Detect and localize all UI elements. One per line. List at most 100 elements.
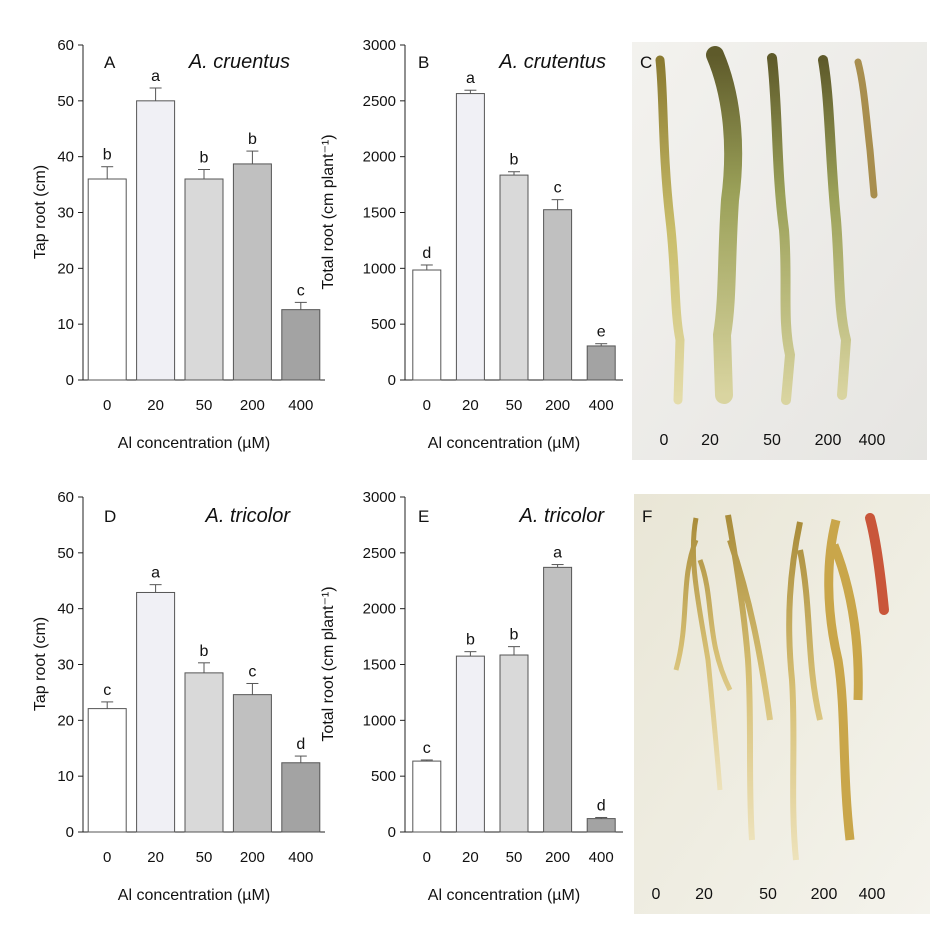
pe-y-axis-label: Total root (cm plant⁻¹) — [320, 586, 337, 741]
pb-x-axis-label: Al concentration (µM) — [428, 435, 580, 452]
pe-species-label: A. tricolor — [519, 505, 606, 527]
photo-c-label-50: 50 — [763, 432, 781, 449]
pe-bar-200 — [543, 566, 573, 833]
pb-bar-400 — [586, 345, 616, 381]
photo-c-labels: 0 20 50 200 400 — [660, 432, 886, 449]
pd-x-tick-label: 50 — [196, 849, 213, 866]
pe-bar-400 — [586, 818, 616, 833]
pb-significance-label: d — [422, 245, 431, 262]
pb-significance-label: e — [597, 324, 606, 341]
pd-y-tick-label: 0 — [66, 824, 74, 841]
pa-significance-label: b — [103, 147, 112, 164]
pa-x-tick-label: 200 — [240, 397, 265, 414]
photo-f-root-50 — [786, 521, 823, 861]
pe-y-tick-label: 1500 — [363, 657, 396, 674]
pa-x-tick-label: 50 — [196, 397, 213, 414]
pd-y-axis-label: Tap root (cm) — [32, 617, 49, 711]
pd-y-tick-label: 20 — [57, 712, 74, 729]
pb-bar-20 — [455, 93, 485, 381]
pe-x-tick-label: 0 — [423, 849, 431, 866]
pe-y-tick-label: 500 — [371, 768, 396, 785]
photo-f-label-50: 50 — [759, 886, 777, 903]
pb-y-tick-label: 1000 — [363, 260, 396, 277]
photo-c-label-400: 400 — [859, 432, 886, 449]
pa-y-tick-label: 50 — [57, 93, 74, 110]
pb-bar-0 — [412, 269, 442, 381]
photo-c-label-0: 0 — [660, 432, 669, 449]
pd-significance-label: a — [151, 565, 160, 582]
pa-bar-20 — [136, 100, 176, 381]
pd-significance-label: c — [248, 663, 256, 680]
pa-y-tick-label: 60 — [57, 37, 74, 54]
pa-x-axis-label: Al concentration (µM) — [118, 435, 270, 452]
pe-significance-label: d — [597, 797, 606, 814]
pe-x-tick-label: 20 — [462, 849, 479, 866]
pe-significance-label: b — [466, 632, 475, 649]
pb-significance-label: c — [554, 180, 562, 197]
pd-bar-50 — [184, 672, 224, 833]
pa-y-tick-label: 30 — [57, 205, 74, 222]
pb-y-tick-label: 3000 — [363, 37, 396, 54]
photo-f-label-200: 200 — [811, 886, 838, 903]
pd-y-tick-label: 60 — [57, 489, 74, 506]
pe-y-tick-label: 1000 — [363, 712, 396, 729]
pa-bar-400 — [281, 309, 321, 381]
pd-x-tick-label: 400 — [288, 849, 313, 866]
photo-c-root-0 — [655, 55, 685, 405]
pa-significance-label: a — [151, 68, 160, 85]
pb-y-tick-label: 1500 — [363, 205, 396, 222]
pb-panel-label: B — [418, 53, 429, 72]
pa-significance-label: b — [248, 131, 257, 148]
photo-panel-c: C 0 20 50 200 400 — [632, 42, 927, 460]
pa-y-tick-label: 10 — [57, 316, 74, 333]
pe-y-tick-label: 0 — [388, 824, 396, 841]
pd-x-tick-label: 0 — [103, 849, 111, 866]
pa-y-axis-label: Tap root (cm) — [32, 165, 49, 259]
pe-significance-label: c — [423, 740, 431, 757]
pe-y-tick-label: 2000 — [363, 601, 396, 618]
pe-x-tick-label: 50 — [506, 849, 523, 866]
pb-x-tick-label: 50 — [506, 397, 523, 414]
pa-bar-200 — [232, 163, 272, 381]
pd-significance-label: d — [296, 736, 305, 753]
pd-significance-label: c — [103, 682, 111, 699]
pb-x-tick-label: 400 — [589, 397, 614, 414]
pd-y-tick-label: 10 — [57, 768, 74, 785]
pb-y-tick-label: 2500 — [363, 93, 396, 110]
pb-bar-200 — [543, 209, 573, 381]
pd-y-tick-label: 50 — [57, 545, 74, 562]
photo-c-root-50 — [767, 53, 796, 405]
pa-x-tick-label: 20 — [147, 397, 164, 414]
pe-bar-50 — [499, 654, 529, 833]
photo-f-labels: 0 20 50 200 400 — [652, 886, 886, 903]
pa-y-tick-label: 20 — [57, 260, 74, 277]
pa-y-tick-label: 40 — [57, 149, 74, 166]
photo-c-panel-label: C — [640, 53, 652, 72]
pa-species-label: A. cruentus — [188, 51, 290, 73]
photo-c-root-20 — [706, 46, 743, 404]
photo-f-root-0 — [673, 517, 733, 791]
pb-y-tick-label: 0 — [388, 372, 396, 389]
pd-species-label: A. tricolor — [205, 505, 292, 527]
pd-bar-20 — [136, 591, 176, 833]
pa-significance-label: c — [297, 282, 305, 299]
pb-bar-50 — [499, 174, 529, 381]
photo-f-label-0: 0 — [652, 886, 661, 903]
pb-y-axis-label: Total root (cm plant⁻¹) — [320, 134, 337, 289]
pe-bar-20 — [455, 655, 485, 833]
pb-significance-label: b — [510, 152, 519, 169]
pb-y-tick-label: 2000 — [363, 149, 396, 166]
pb-y-tick-label: 500 — [371, 316, 396, 333]
pd-bar-200 — [232, 694, 272, 833]
chart-panel-b: 0 500 1000 1500 2000 2500 3000 d 0 a 20 b 50 c 200 e 400… — [320, 37, 623, 452]
photo-f-background — [634, 494, 930, 914]
pd-bar-400 — [281, 762, 321, 833]
photo-f-root-200 — [824, 518, 863, 841]
photo-c-label-200: 200 — [815, 432, 842, 449]
pd-panel-label: D — [104, 507, 116, 526]
pa-x-tick-label: 400 — [288, 397, 313, 414]
pd-y-tick-label: 40 — [57, 601, 74, 618]
chart-panel-a: 0 10 20 30 40 50 60 b 0 a 20 b 50 b 200 c 400 Tap root (c… — [32, 37, 325, 452]
photo-c-label-20: 20 — [701, 432, 719, 449]
